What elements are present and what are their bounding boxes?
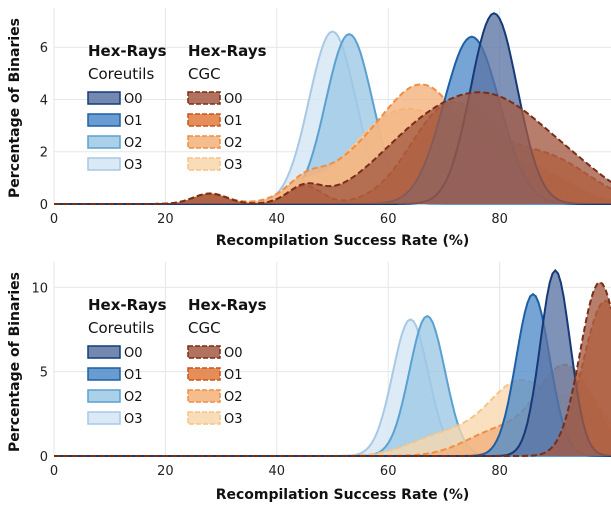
legend-entry-label: O2	[224, 390, 243, 405]
legend-entry-label: O3	[224, 158, 243, 173]
y-axis-label: Percentage of Binaries	[7, 272, 23, 452]
legend-entry-label: O3	[124, 158, 143, 173]
x-tick-label: 40	[269, 212, 286, 227]
legend-swatch	[187, 135, 221, 149]
legend-swatch	[87, 91, 121, 105]
legend-entry-label: O0	[124, 346, 143, 361]
legend-swatch	[187, 367, 221, 381]
legend-entry-label: O0	[224, 92, 243, 107]
legend-swatch	[187, 389, 221, 403]
legend-swatch	[87, 345, 121, 359]
legend-entry-label: O0	[124, 92, 143, 107]
legend-entry-label: O1	[224, 114, 243, 129]
legend-subtitle: Coreutils	[88, 319, 154, 337]
density-area-coreutils-o0	[54, 270, 611, 456]
legend-swatch	[87, 389, 121, 403]
legend-swatch	[187, 411, 221, 425]
y-tick-label: 6	[40, 41, 48, 56]
legend-entry-label: O0	[224, 346, 243, 361]
legend-swatch	[187, 91, 221, 105]
legend-swatch	[187, 157, 221, 171]
legend-swatch	[87, 411, 121, 425]
y-tick-label: 4	[40, 93, 48, 108]
y-tick-label: 10	[31, 281, 48, 296]
x-tick-label: 40	[269, 464, 286, 479]
legend-title: Hex-Rays	[188, 296, 267, 314]
legend-subtitle: Coreutils	[88, 65, 154, 83]
density-area-coreutils-o2	[54, 34, 611, 204]
legend-entry-label: O3	[224, 412, 243, 427]
legend-title: Hex-Rays	[88, 42, 167, 60]
legend-swatch	[87, 157, 121, 171]
x-tick-label: 60	[380, 464, 397, 479]
bottom-panel: 0 20 40 60 80 0 5 10 Recompilation Success Rate …	[7, 262, 611, 503]
x-tick-label: 0	[50, 212, 58, 227]
legend-swatch	[187, 113, 221, 127]
legend-swatch	[87, 113, 121, 127]
top-panel: 0 20 40 60 80 0 2 4 6 Recompilation Success Rate …	[7, 8, 611, 249]
legend-swatch	[87, 367, 121, 381]
y-tick-label: 5	[40, 366, 48, 381]
x-tick-label: 20	[157, 464, 174, 479]
legend-entry-label: O1	[124, 114, 143, 129]
legend-subtitle: CGC	[188, 65, 221, 83]
legend-entry-label: O2	[224, 136, 243, 151]
density-area-cgc-o0	[54, 92, 611, 204]
legend-entry-label: O2	[124, 390, 143, 405]
density-line-cgc-o0	[54, 91, 611, 205]
legend-subtitle: CGC	[188, 319, 221, 337]
x-tick-label: 80	[491, 212, 508, 227]
x-axis-label: Recompilation Success Rate (%)	[216, 233, 470, 249]
y-tick-label: 0	[40, 450, 48, 465]
x-tick-label: 0	[50, 464, 58, 479]
x-axis-label: Recompilation Success Rate (%)	[216, 487, 470, 503]
y-tick-label: 0	[40, 198, 48, 213]
x-tick-label: 60	[380, 212, 397, 227]
x-tick-label: 20	[157, 212, 174, 227]
legend-title: Hex-Rays	[188, 42, 267, 60]
density-area-cgc-o3	[54, 379, 611, 456]
density-line-cgc-o0	[54, 281, 611, 457]
legend-swatch	[87, 135, 121, 149]
legend-entry-label: O1	[124, 368, 143, 383]
legend-title: Hex-Rays	[88, 296, 167, 314]
legend-entry-label: O1	[224, 368, 243, 383]
x-tick-label: 80	[491, 464, 508, 479]
y-tick-label: 2	[40, 146, 48, 161]
legend-swatch	[187, 345, 221, 359]
legend-entry-label: O3	[124, 412, 143, 427]
legend-entry-label: O2	[124, 136, 143, 151]
y-axis-label: Percentage of Binaries	[7, 18, 23, 198]
